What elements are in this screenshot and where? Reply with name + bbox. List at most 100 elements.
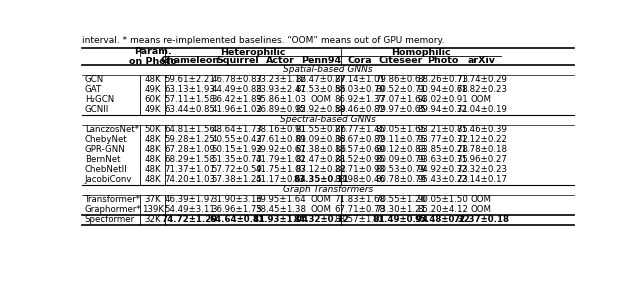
Text: Param.: Param.	[134, 47, 172, 56]
Text: 37.61±0.89: 37.61±0.89	[255, 135, 306, 144]
Text: 81.53±0.55: 81.53±0.55	[296, 85, 346, 94]
Text: 93.63±0.35: 93.63±0.35	[417, 155, 468, 164]
Text: 48K: 48K	[145, 75, 161, 84]
Text: OOM: OOM	[471, 205, 492, 215]
Text: 82.47±0.27: 82.47±0.27	[296, 75, 346, 84]
Text: 88.57±0.69: 88.57±0.69	[334, 145, 385, 155]
Text: OOM: OOM	[471, 95, 492, 104]
Text: 71.12±0.22: 71.12±0.22	[456, 135, 507, 144]
Text: OOM: OOM	[310, 196, 332, 205]
Text: 49K: 49K	[145, 105, 161, 114]
Text: 32K: 32K	[145, 215, 161, 224]
Text: 59.28±1.25: 59.28±1.25	[164, 135, 215, 144]
Text: Cora: Cora	[348, 56, 372, 65]
Text: 39.92±0.67: 39.92±0.67	[255, 145, 306, 155]
Text: 59.61±2.21: 59.61±2.21	[164, 75, 215, 84]
Text: Actor: Actor	[266, 56, 295, 65]
Text: 79.11±0.75: 79.11±0.75	[376, 135, 426, 144]
Text: Graph Transformers: Graph Transformers	[283, 185, 373, 194]
Text: 88.46±0.82: 88.46±0.82	[334, 105, 385, 114]
Text: 36.96±1.75: 36.96±1.75	[212, 205, 263, 215]
Text: 64.64±0.81: 64.64±0.81	[209, 215, 266, 224]
Text: 71.83±1.68: 71.83±1.68	[334, 196, 385, 205]
Text: 71.78±0.18: 71.78±0.18	[456, 145, 507, 155]
Text: LanczosNet*: LanczosNet*	[84, 125, 139, 134]
Text: 71.74±0.29: 71.74±0.29	[456, 75, 507, 84]
Text: 35.86±1.03: 35.86±1.03	[255, 95, 306, 104]
Text: Chameleon: Chameleon	[160, 56, 220, 65]
Text: 33.93±2.47: 33.93±2.47	[255, 85, 306, 94]
Text: 79.97±0.65: 79.97±0.65	[376, 105, 426, 114]
Text: Heterophilic: Heterophilic	[220, 48, 286, 57]
Text: 82.92±0.59: 82.92±0.59	[296, 105, 346, 114]
Text: 95.43±0.23: 95.43±0.23	[417, 175, 468, 185]
Text: 51.35±0.73: 51.35±0.73	[212, 155, 263, 164]
Text: JacobiConv: JacobiConv	[84, 175, 132, 185]
Text: 57.72±0.59: 57.72±0.59	[212, 166, 263, 174]
Text: 82.47±0.21: 82.47±0.21	[296, 155, 346, 164]
Text: Specformer: Specformer	[84, 215, 135, 224]
Text: 79.86±0.67: 79.86±0.67	[376, 75, 426, 84]
Text: 86.92±1.37: 86.92±1.37	[334, 95, 385, 104]
Text: 37K: 37K	[145, 196, 161, 205]
Text: Homophilic: Homophilic	[391, 48, 451, 57]
Text: 67.71±0.78: 67.71±0.78	[334, 205, 385, 215]
Text: 93.77±0.32: 93.77±0.32	[417, 135, 468, 144]
Text: Citeseer: Citeseer	[379, 56, 423, 65]
Text: Spectral-based GNNs: Spectral-based GNNs	[280, 115, 376, 125]
Text: on Photo: on Photo	[129, 57, 177, 66]
Text: 80.78±0.79: 80.78±0.79	[376, 175, 426, 185]
Text: 38.16±0.91: 38.16±0.91	[255, 125, 306, 134]
Text: Squirrel: Squirrel	[216, 56, 259, 65]
Text: 83.12±0.22: 83.12±0.22	[296, 166, 346, 174]
Text: GCN: GCN	[84, 75, 104, 84]
Text: Photo: Photo	[427, 56, 458, 65]
Text: 41.96±1.02: 41.96±1.02	[212, 105, 263, 114]
Text: 93.85±0.28: 93.85±0.28	[417, 145, 468, 155]
Text: 70.55±1.20: 70.55±1.20	[375, 196, 426, 205]
Text: 57.11±1.58: 57.11±1.58	[164, 95, 215, 104]
Text: 89.94±0.31: 89.94±0.31	[417, 105, 468, 114]
Text: 74.20±1.03: 74.20±1.03	[164, 175, 215, 185]
Text: ChebyNet: ChebyNet	[84, 135, 127, 144]
Text: 46.39±1.97: 46.39±1.97	[164, 196, 215, 205]
Text: 48K: 48K	[145, 175, 161, 185]
Text: 31.90±3.16: 31.90±3.16	[212, 196, 263, 205]
Text: 50.15±1.92: 50.15±1.92	[212, 145, 263, 155]
Text: arXiv: arXiv	[467, 56, 495, 65]
Text: Graphormer*: Graphormer*	[84, 205, 141, 215]
Text: 72.14±0.17: 72.14±0.17	[456, 175, 507, 185]
Text: 54.49±3.11: 54.49±3.11	[164, 205, 215, 215]
Text: 71.96±0.27: 71.96±0.27	[456, 155, 507, 164]
Text: 48.64±1.77: 48.64±1.77	[212, 125, 263, 134]
Text: 40.55±0.42: 40.55±0.42	[212, 135, 263, 144]
Text: 81.55±0.26: 81.55±0.26	[296, 125, 346, 134]
Text: GPR-GNN: GPR-GNN	[84, 145, 125, 155]
Text: 88.57±1.01: 88.57±1.01	[334, 215, 385, 224]
Text: 90.05±1.50: 90.05±1.50	[417, 196, 468, 205]
Text: 80.53±0.79: 80.53±0.79	[376, 166, 426, 174]
Text: 73.30±1.21: 73.30±1.21	[375, 205, 426, 215]
Text: OOM: OOM	[471, 196, 492, 205]
Text: 44.49±0.88: 44.49±0.88	[212, 85, 263, 94]
Text: 93.21±0.85: 93.21±0.85	[417, 125, 468, 134]
Text: interval. * means re-implemented baselines. “OOM” means out of GPU memory.: interval. * means re-implemented baselin…	[83, 36, 445, 45]
Text: 93.02±0.91: 93.02±0.91	[417, 95, 468, 104]
Text: Transformer*: Transformer*	[84, 196, 141, 205]
Text: 64.81±1.56: 64.81±1.56	[164, 125, 215, 134]
Text: 74.72±1.29: 74.72±1.29	[161, 215, 218, 224]
Text: 50K: 50K	[145, 125, 161, 134]
Text: 81.09±0.33: 81.09±0.33	[296, 135, 346, 144]
Text: 80.12±0.83: 80.12±0.83	[375, 145, 426, 155]
Text: 94.92±0.33: 94.92±0.33	[417, 166, 468, 174]
Text: ChebNetII: ChebNetII	[84, 166, 127, 174]
Text: 72.37±0.18: 72.37±0.18	[454, 215, 509, 224]
Text: 80.05±1.65: 80.05±1.65	[375, 125, 426, 134]
Text: 84.32±0.32: 84.32±0.32	[293, 215, 349, 224]
Text: OOM: OOM	[310, 95, 332, 104]
Text: 48K: 48K	[145, 166, 161, 174]
Text: OOM: OOM	[310, 205, 332, 215]
Text: GCNII: GCNII	[84, 105, 109, 114]
Text: 87.14±1.01: 87.14±1.01	[334, 75, 385, 84]
Text: 71.82±0.23: 71.82±0.23	[456, 85, 507, 94]
